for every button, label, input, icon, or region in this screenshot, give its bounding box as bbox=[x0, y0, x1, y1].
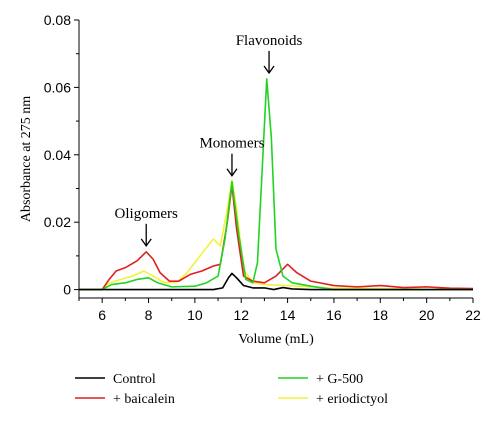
legend: Control + baicalein + G-500 + eriodictyol bbox=[75, 372, 388, 407]
annotation-arrowhead bbox=[226, 168, 238, 177]
x-tick-label: 6 bbox=[98, 307, 106, 323]
plot-lines bbox=[79, 78, 474, 291]
oligomers-label: Oligomers bbox=[115, 206, 178, 222]
axes: 6 8 10 12 14 16 18 20 22 0 0.02 0.04 0.06 0.08 Volume … bbox=[19, 12, 481, 347]
series-line-eriodictyol bbox=[79, 179, 474, 291]
legend-label-control: Control bbox=[113, 372, 156, 387]
legend-label-eriodictyol: + eriodictyol bbox=[316, 392, 388, 407]
y-tick-label: 0.04 bbox=[44, 147, 71, 163]
x-tick-label: 18 bbox=[373, 307, 389, 323]
legend-label-baicalein: + baicalein bbox=[113, 392, 175, 407]
x-tick-label: 22 bbox=[465, 307, 481, 323]
x-tick-label: 16 bbox=[326, 307, 342, 323]
x-tick-label: 14 bbox=[280, 307, 296, 323]
x-tick-label: 12 bbox=[233, 307, 249, 323]
flavonoids-label: Flavonoids bbox=[236, 33, 303, 49]
series-line-g-500 bbox=[79, 78, 473, 291]
annotation-arrowhead bbox=[263, 65, 275, 75]
x-tick-label: 8 bbox=[145, 307, 153, 323]
y-tick-label: 0.02 bbox=[44, 214, 71, 230]
y-tick-label: 0 bbox=[63, 282, 71, 298]
x-tick-label: 20 bbox=[419, 307, 435, 323]
series-line-control bbox=[79, 272, 473, 291]
x-tick-label: 10 bbox=[187, 307, 203, 323]
monomers-label: Monomers bbox=[199, 136, 264, 152]
legend-label-g-500: + G-500 bbox=[316, 372, 363, 387]
annotation-arrowhead bbox=[140, 238, 152, 247]
y-axis-title: Absorbance at 275 nm bbox=[19, 96, 34, 222]
x-axis-title: Volume (mL) bbox=[238, 332, 314, 347]
annotations: Oligomers Monomers Flavonoids bbox=[115, 33, 303, 247]
y-tick-label: 0.08 bbox=[44, 12, 71, 28]
y-tick-label: 0.06 bbox=[44, 79, 71, 95]
